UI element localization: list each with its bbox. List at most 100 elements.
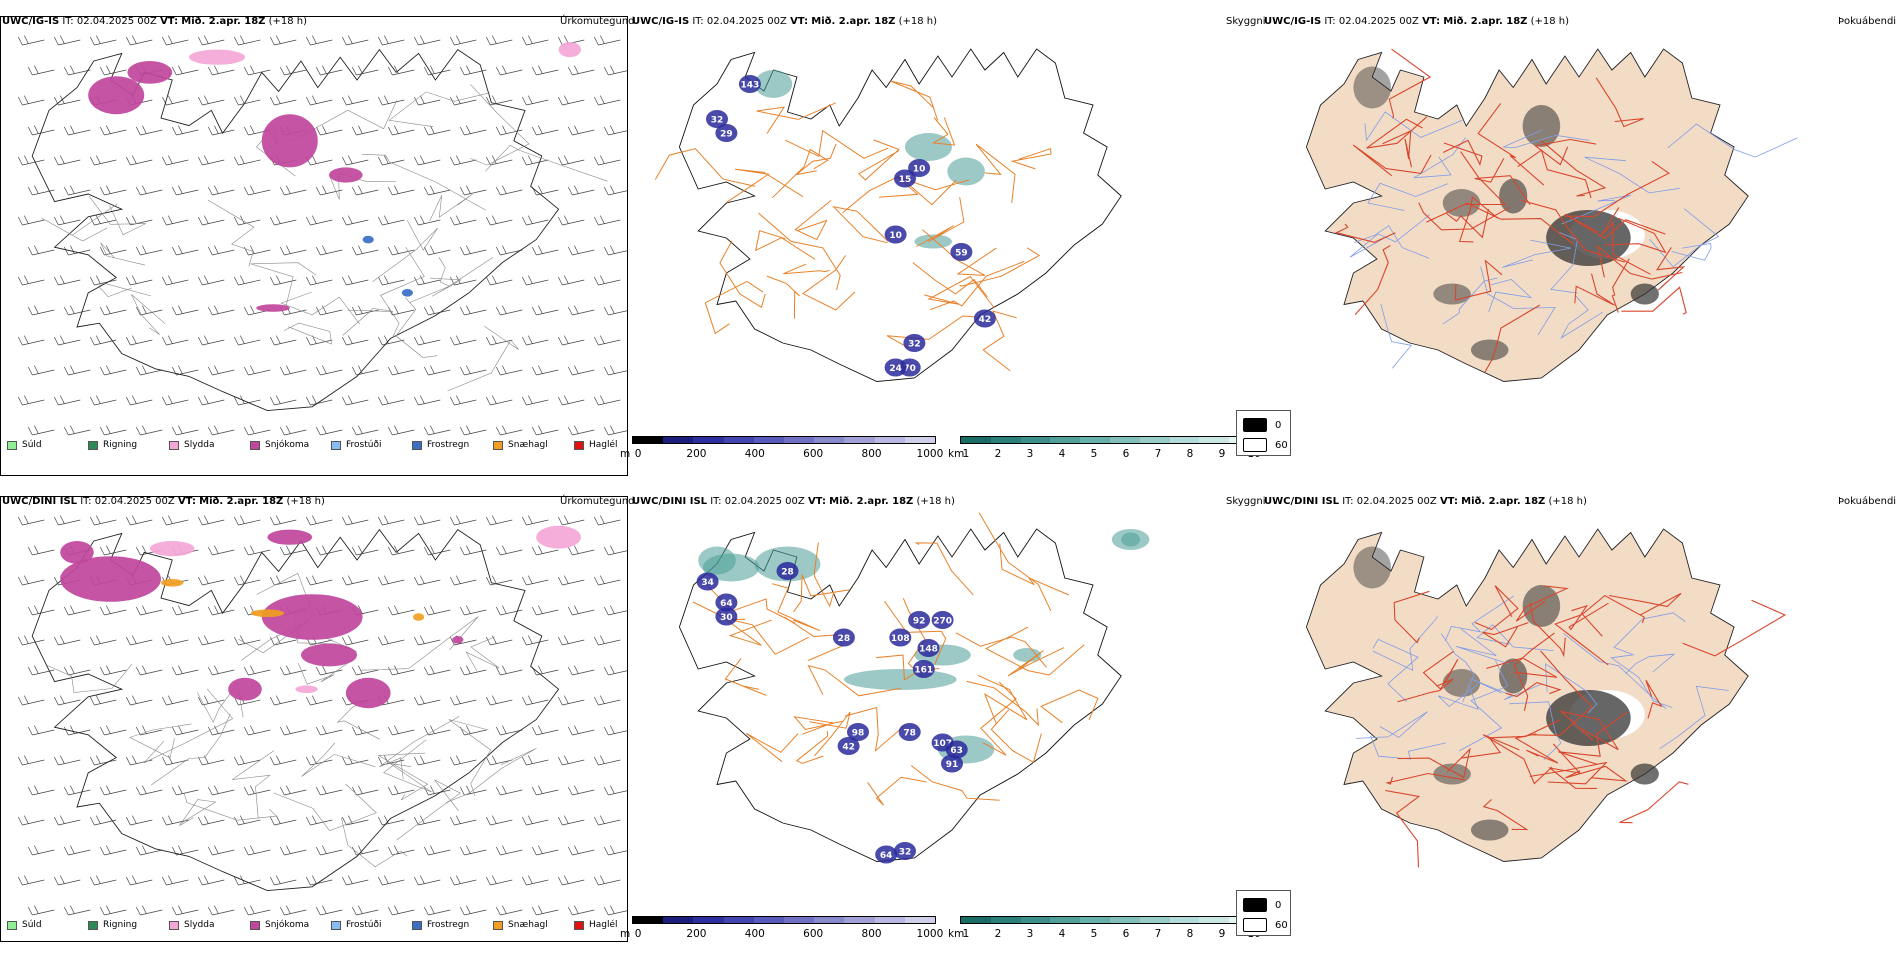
precip-blob: [60, 556, 161, 602]
fog-map[interactable]: [1262, 512, 1892, 922]
wind-barb: [198, 695, 225, 706]
wind-barb: [306, 815, 333, 826]
colorbar-cell: [1139, 437, 1170, 443]
road-line: [844, 706, 906, 752]
road-line: [1584, 156, 1680, 194]
road-line: [40, 203, 118, 242]
wind-barb: [64, 845, 91, 856]
road-line: [100, 242, 146, 266]
precip-legend-item: Rigning: [88, 920, 169, 930]
road-line: [1355, 711, 1428, 739]
fog-indicator-blob: [1470, 339, 1509, 361]
wind-barb: [522, 275, 549, 286]
wind-barb: [18, 515, 45, 526]
road-line: [1474, 158, 1531, 206]
wind-barb: [496, 365, 523, 376]
road-line: [1488, 278, 1533, 313]
wind-barb: [198, 815, 225, 826]
wind-barb: [54, 215, 81, 226]
wind-barb: [414, 875, 441, 886]
precip-blob: [267, 529, 313, 545]
road-line: [377, 752, 429, 801]
wind-barb: [126, 695, 153, 706]
wind-barb: [234, 155, 261, 166]
panel-type-label: Úrkomutegund: [560, 16, 635, 27]
low-vis-blob: [947, 157, 985, 186]
fog-legend-white: [1243, 918, 1267, 932]
precip-blob: [60, 541, 94, 564]
wind-barb: [316, 425, 343, 436]
wind-barb: [414, 635, 441, 646]
cloud-base-blob: [837, 737, 860, 755]
wind-barb: [352, 905, 379, 916]
precip-map[interactable]: Súld Rigning Slydda Snjókoma Frostúði Frostre…: [0, 16, 628, 476]
wind-barb: [414, 215, 441, 226]
low-vis-blob: [843, 669, 957, 690]
panel-title: UWC/IG-IS IT: 02.04.2025 00Z VT: Mið. 2.…: [2, 16, 308, 27]
wind-barb: [234, 95, 261, 106]
wind-barb: [270, 395, 297, 406]
wind-barb: [594, 575, 621, 586]
wind-barb: [460, 365, 487, 376]
wind-barb: [532, 605, 559, 616]
precip-blob: [256, 304, 290, 312]
wind-barb: [172, 185, 199, 196]
wind-barb: [234, 395, 261, 406]
road-line: [1444, 595, 1514, 642]
wind-barb: [388, 125, 415, 136]
precip-legend-item: Frostúði: [331, 920, 412, 930]
cloud-base-label: 10: [889, 231, 902, 241]
precip-legend-item: Súld: [7, 920, 88, 930]
colorbar-cell: [1199, 917, 1230, 923]
legend-swatch: [412, 920, 422, 930]
precip-blob: [161, 579, 184, 587]
wind-barb: [172, 245, 199, 256]
wind-barb: [244, 785, 271, 796]
road-line: [929, 260, 1025, 311]
roads: [654, 80, 1052, 372]
wind-barb: [414, 275, 441, 286]
road-line: [1354, 225, 1430, 259]
fog-indicator-blob: [1433, 283, 1471, 305]
road-line: [1540, 139, 1607, 197]
cloud-base-label: 59: [955, 249, 968, 259]
road-line: [1397, 747, 1471, 779]
colorbar-cell: [961, 917, 991, 923]
wind-barb: [18, 215, 45, 226]
precip-legend-item: Snjókoma: [250, 920, 331, 930]
wind-barb: [198, 335, 225, 346]
wind-barb: [172, 65, 199, 76]
cloud-base-label: 107: [933, 739, 952, 749]
road-line: [1482, 799, 1529, 831]
wind-barb: [306, 695, 333, 706]
wind-barb: [126, 275, 153, 286]
colorbar-cell: [1109, 917, 1140, 923]
precip-legend-item: Frostúði: [331, 440, 412, 450]
wind-barb: [316, 905, 343, 916]
road-line: [793, 574, 850, 613]
colorbar-cell: [663, 437, 694, 443]
colorbar-tick: 400: [744, 448, 765, 460]
road-line: [1509, 701, 1562, 761]
precip-map[interactable]: Súld Rigning Slydda Snjókoma Frostúði Frostre…: [0, 496, 628, 942]
wind-barb: [522, 815, 549, 826]
wind-barb: [208, 545, 235, 556]
road-line: [1505, 681, 1562, 698]
road-line: [1367, 182, 1449, 211]
wind-barb: [414, 695, 441, 706]
colorbar-cell: [904, 917, 936, 923]
wind-barb: [162, 395, 189, 406]
cloud-base-blob: [715, 124, 738, 142]
wind-barb: [532, 245, 559, 256]
fog-map[interactable]: [1262, 32, 1892, 442]
wind-barb: [172, 125, 199, 136]
legend-swatch: [493, 920, 503, 930]
wind-barb: [388, 305, 415, 316]
wind-barb: [522, 875, 549, 886]
low-vis-blob: [905, 133, 952, 161]
wind-barb: [352, 665, 379, 676]
wind-barb: [594, 695, 621, 706]
wind-barb: [126, 815, 153, 826]
